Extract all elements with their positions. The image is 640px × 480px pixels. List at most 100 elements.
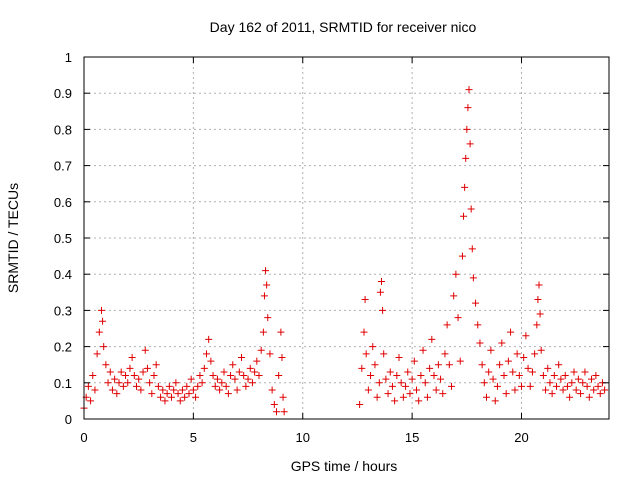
y-tick-label: 0.2 [54, 340, 72, 355]
data-point [388, 382, 396, 390]
data-point [242, 382, 250, 390]
data-point [563, 382, 571, 390]
data-point [476, 339, 484, 347]
x-axis-label: GPS time / hours [291, 458, 398, 474]
data-point [537, 346, 545, 354]
data-point [278, 353, 286, 361]
data-point [220, 368, 228, 376]
data-point [419, 346, 427, 354]
data-point [539, 372, 547, 380]
data-point [113, 390, 121, 398]
data-point [150, 372, 158, 380]
y-tick-label: 0.1 [54, 376, 72, 391]
data-point [439, 390, 447, 398]
axis-ticks: 00.10.20.30.40.50.60.70.80.910 5 10 15 20 [54, 50, 609, 445]
data-point [229, 361, 237, 369]
x-tick-label: 5 [190, 430, 197, 445]
data-point [375, 379, 383, 387]
data-point [194, 382, 202, 390]
data-point [536, 310, 544, 318]
data-point [546, 379, 554, 387]
data-point [163, 390, 171, 398]
data-point [413, 386, 420, 394]
data-point [259, 328, 267, 336]
data-point [443, 321, 451, 329]
data-point [406, 390, 414, 398]
data-point [361, 296, 369, 304]
data-point [108, 386, 116, 394]
data-point [235, 368, 243, 376]
data-point [559, 386, 567, 394]
data-point [222, 382, 230, 390]
data-point [213, 375, 221, 383]
data-point [588, 375, 595, 383]
data-point [474, 321, 482, 329]
data-point [358, 364, 366, 372]
x-tick-label: 10 [296, 430, 310, 445]
data-point [544, 364, 552, 372]
data-point [87, 397, 95, 405]
data-point [124, 379, 132, 387]
y-tick-label: 0.4 [54, 267, 72, 282]
data-point [273, 408, 280, 416]
data-point [434, 361, 442, 369]
data-point [408, 375, 416, 383]
data-point [268, 386, 276, 394]
data-point [369, 343, 377, 351]
data-point [364, 386, 372, 394]
data-point [480, 379, 488, 387]
data-point [397, 379, 405, 387]
data-point [548, 390, 556, 398]
data-point [592, 372, 600, 380]
data-point [574, 375, 582, 383]
data-point [456, 357, 464, 365]
data-point [590, 386, 598, 394]
data-point [601, 386, 609, 394]
data-point [561, 372, 569, 380]
data-point [148, 390, 156, 398]
y-tick-label: 0 [65, 412, 72, 427]
gridlines [84, 57, 609, 419]
data-point [143, 364, 151, 372]
data-point [130, 372, 138, 380]
data-point [513, 350, 521, 358]
data-point [466, 140, 474, 148]
data-point [462, 154, 470, 162]
data-point [104, 379, 112, 387]
data-point [528, 368, 536, 376]
data-point [176, 397, 184, 405]
data-point [246, 364, 254, 372]
data-point [534, 296, 542, 304]
data-point [472, 299, 480, 307]
y-tick-label: 0.9 [54, 86, 72, 101]
data-point [485, 368, 493, 376]
data-point [122, 372, 130, 380]
data-point [535, 281, 543, 289]
data-point [89, 372, 97, 380]
data-point [168, 393, 175, 401]
data-point [395, 353, 403, 361]
data-point [498, 339, 506, 347]
data-point [133, 382, 140, 390]
data-point [244, 375, 252, 383]
data-point [207, 357, 215, 365]
data-point [568, 379, 576, 387]
data-point [458, 252, 466, 260]
data-point [251, 368, 259, 376]
data-point [141, 346, 149, 354]
data-point [84, 382, 92, 390]
data-point [192, 393, 200, 401]
data-point [450, 292, 458, 300]
data-point [379, 306, 387, 314]
data-point [391, 397, 399, 405]
data-point [187, 375, 195, 383]
data-point [266, 350, 274, 358]
data-point [224, 390, 232, 398]
data-point [469, 274, 477, 282]
data-point [172, 379, 180, 387]
data-point [161, 397, 169, 405]
data-point [367, 372, 375, 380]
data-point [430, 372, 438, 380]
data-point [137, 386, 145, 394]
data-point [487, 346, 495, 354]
